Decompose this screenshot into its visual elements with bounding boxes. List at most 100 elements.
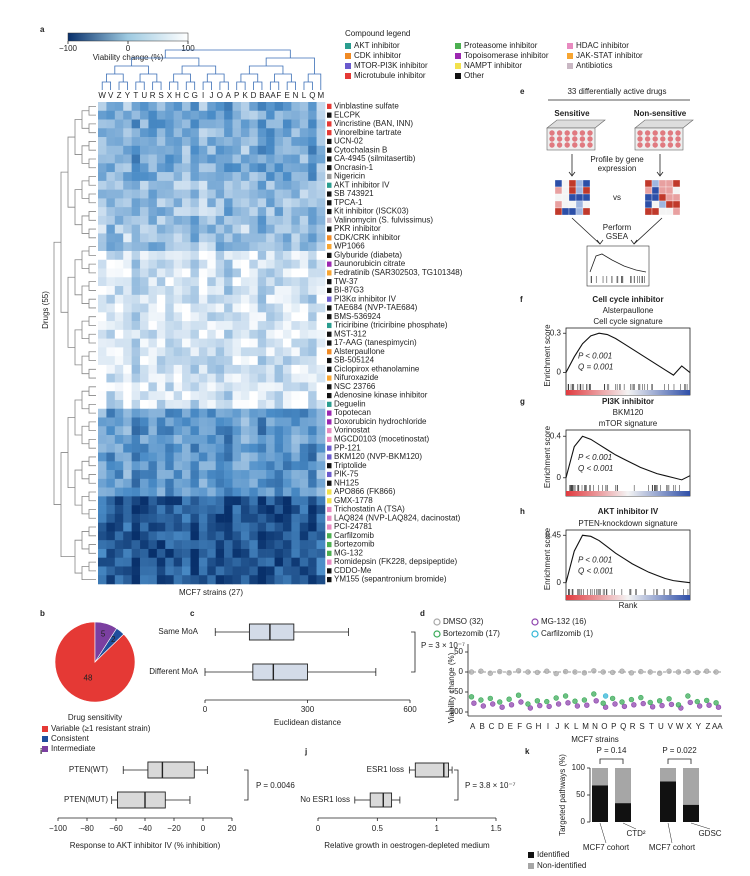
expression-cell: [665, 207, 674, 216]
drug-label: SB 743921: [334, 189, 374, 198]
expression-cell: [582, 186, 591, 195]
heatmap-cell: [114, 286, 124, 296]
heatmap-cell: [316, 207, 326, 217]
heatmap-cell: [173, 373, 183, 383]
drug-label: Ciclopirox ethanolamine: [334, 364, 420, 373]
heatmap-cell: [224, 382, 233, 392]
y-axis-label: Enrichment score: [543, 425, 552, 488]
heatmap-cell: [173, 505, 183, 515]
drug-label: Alsterpaullone: [334, 347, 385, 356]
heatmap-cell: [190, 198, 200, 208]
heatmap-cell: [240, 417, 250, 427]
heatmap-cell: [98, 347, 107, 357]
heatmap-cell: [173, 119, 183, 129]
heatmap-cell: [114, 566, 124, 576]
drug-label: Nifuroxazide: [334, 373, 379, 382]
y-tick-label: 0.4: [550, 431, 562, 440]
dendrogram-branch: [88, 105, 96, 116]
heatmap-cell: [123, 461, 132, 471]
heatmap-cell: [173, 382, 183, 392]
dendrogram-branch: [74, 119, 82, 155]
leader-line: [622, 822, 637, 830]
heatmap-cell: [299, 426, 309, 436]
heatmap-cell: [190, 408, 200, 418]
drug-label: NH125: [334, 478, 359, 487]
dendrogram-branch: [274, 73, 292, 82]
dendrogram-branch: [88, 158, 96, 169]
heatmap-cell: [257, 347, 267, 357]
plate-well: [587, 130, 593, 136]
expression-cell: [644, 207, 653, 216]
heatmap-cell: [198, 461, 208, 471]
heatmap-cell: [257, 435, 267, 445]
heatmap-cell: [165, 435, 174, 445]
heatmap-cell: [131, 233, 141, 243]
legend-label: Other: [464, 71, 484, 80]
gsea-subtitle: Alsterpaullone: [603, 306, 654, 315]
heatmap-cell: [224, 443, 233, 453]
heatmap-cell: [291, 399, 301, 410]
heatmap-cell: [156, 391, 166, 401]
heatmap-cell: [173, 470, 183, 480]
heatmap-cell: [291, 303, 301, 313]
heatmap-cell: [249, 470, 259, 480]
gsea-signature: mTOR signature: [599, 419, 658, 428]
heatmap-cell: [240, 329, 250, 339]
heatmap-cell: [140, 522, 149, 532]
heatmap-cell: [114, 207, 124, 217]
heatmap-cell: [249, 356, 259, 366]
expression-cell: [672, 179, 681, 188]
heatmap-cell: [140, 540, 149, 550]
heatmap-cell: [266, 452, 275, 462]
heatmap-cell: [215, 102, 225, 112]
heatmap-cell: [207, 505, 217, 515]
legend-label: AKT inhibitor: [354, 41, 400, 50]
heatmap-cell: [131, 531, 141, 541]
heatmap-cell: [308, 250, 317, 261]
heatmap-cell: [140, 163, 149, 173]
heatmap-cell: [232, 321, 242, 331]
heatmap-cell: [224, 233, 233, 243]
heatmap-cell: [165, 426, 174, 436]
strain-label: B: [259, 91, 264, 100]
strain-label: N: [293, 91, 299, 100]
dendrogram-branch: [303, 81, 313, 90]
heatmap-cell: [148, 364, 158, 374]
data-point: [525, 669, 531, 675]
heatmap-cell: [190, 268, 200, 278]
heatmap-cell: [249, 102, 259, 112]
heatmap-cell: [198, 347, 208, 357]
heatmap-cell: [131, 426, 141, 436]
heatmap-cell: [308, 452, 317, 462]
heatmap-cell: [173, 443, 183, 453]
heatmap-cell: [207, 198, 217, 208]
heatmap-cell: [173, 286, 183, 296]
heatmap-cell: [232, 478, 242, 488]
heatmap-cell: [249, 163, 259, 173]
heatmap-cell: [173, 268, 183, 278]
heatmap-cell: [148, 215, 158, 225]
heatmap-cell: [106, 207, 116, 217]
y-tick-label: 0: [557, 368, 562, 377]
data-point: [553, 670, 559, 677]
heatmap-cell: [148, 294, 158, 304]
heatmap-cell: [224, 531, 233, 541]
heatmap-cell: [207, 137, 217, 147]
drug-class-swatch: [327, 401, 332, 407]
drug-class-swatch: [327, 147, 332, 153]
heatmap-cell: [308, 198, 317, 208]
heatmap-cell: [215, 382, 225, 392]
panel-letter: j: [304, 747, 307, 756]
p-value: P = 3.8 × 10⁻⁷: [465, 781, 516, 790]
heatmap-cell: [123, 487, 132, 497]
heatmap-cell: [182, 347, 191, 357]
diagram-title: 33 differentially active drugs: [567, 87, 666, 96]
plate-well: [637, 142, 643, 148]
heatmap-cell: [308, 356, 317, 366]
heatmap-cell: [123, 408, 132, 418]
heatmap-cell: [257, 426, 267, 436]
heatmap-cell: [257, 286, 267, 296]
y-tick-label: 0.45: [545, 530, 561, 539]
heatmap-cell: [131, 198, 141, 208]
dendrogram-branch: [286, 81, 296, 90]
